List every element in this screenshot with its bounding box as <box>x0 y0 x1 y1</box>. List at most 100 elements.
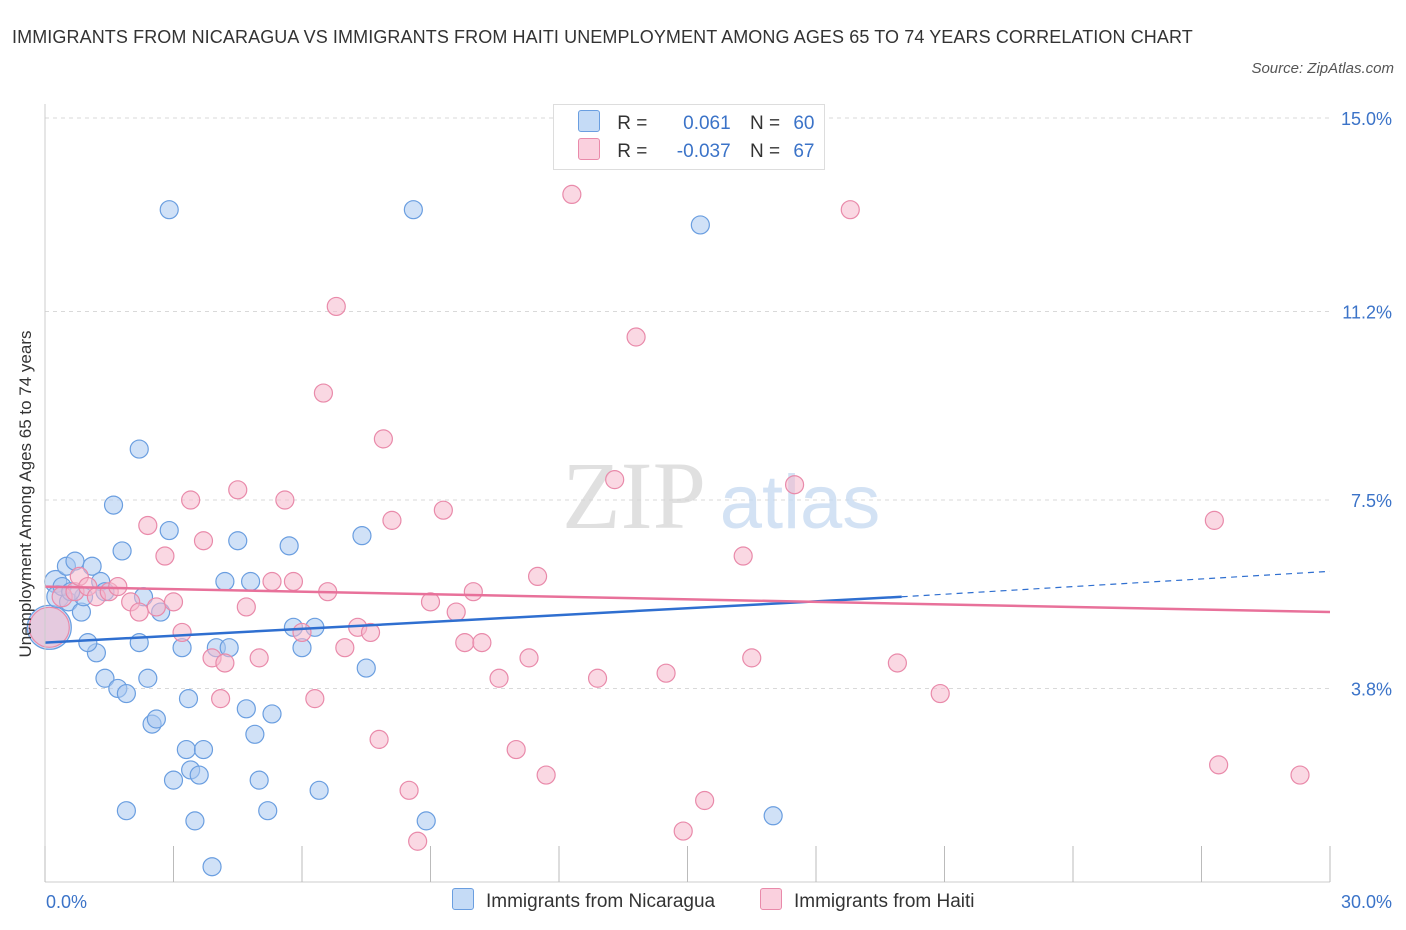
haiti-point <box>28 606 70 648</box>
haiti-point <box>193 531 214 551</box>
legend-n-value: 67 <box>793 141 815 162</box>
legend-r-label: R = <box>617 113 648 134</box>
haiti-point <box>155 546 175 566</box>
y-axis-label: Unemployment Among Ages 65 to 74 years <box>16 330 35 658</box>
y-tick-label: 15.0% <box>1341 109 1392 129</box>
nicaragua-point <box>416 811 436 831</box>
nicaragua-point <box>262 704 282 724</box>
haiti-point <box>236 597 256 617</box>
y-tick-label: 7.5% <box>1351 491 1392 511</box>
haiti-point <box>562 184 582 204</box>
nicaragua-point <box>116 683 136 704</box>
nicaragua-point <box>236 699 256 719</box>
haiti-point <box>605 470 625 490</box>
haiti-point <box>1290 765 1310 785</box>
haiti-point <box>108 576 128 597</box>
nicaragua-point <box>103 495 124 515</box>
nicaragua-point <box>352 526 372 546</box>
legend-swatch-nicaragua <box>578 110 600 132</box>
haiti-point <box>313 383 334 403</box>
nicaragua-point <box>245 724 265 744</box>
haiti-point <box>1204 510 1224 530</box>
haiti-point <box>369 729 389 749</box>
haiti-point <box>587 668 608 688</box>
nicaragua-point <box>193 739 214 760</box>
haiti-point <box>215 653 235 673</box>
haiti-point <box>399 780 419 800</box>
nicaragua-point <box>176 739 196 760</box>
nicaragua-point <box>763 806 783 826</box>
haiti-point <box>930 683 950 704</box>
legend-row-nicaragua: R = 0.061 N = 60 <box>578 110 814 138</box>
x-tick-label-min: 0.0% <box>46 892 87 912</box>
haiti-point <box>382 510 402 530</box>
haiti-point <box>292 622 312 643</box>
watermark: ZIP atlas <box>562 442 880 549</box>
haiti-point <box>305 689 325 709</box>
x-tick-label-max: 30.0% <box>1341 892 1392 912</box>
haiti-point <box>742 648 762 668</box>
y-tick-labels: 3.8% 7.5% 11.2% 15.0% <box>1341 109 1392 699</box>
nicaragua-point <box>129 439 149 459</box>
haiti-point <box>840 200 860 220</box>
haiti-point <box>283 571 304 592</box>
chart-title: IMMIGRANTS FROM NICARAGUA VS IMMIGRANTS … <box>12 27 1193 47</box>
legend-n-label: N = <box>749 141 781 162</box>
haiti-point <box>163 592 184 612</box>
haiti-point <box>433 500 453 520</box>
haiti-point <box>536 765 556 785</box>
y-tick-label: 3.8% <box>1351 679 1392 699</box>
axes <box>44 104 1331 883</box>
nicaragua-point <box>112 541 132 561</box>
haiti-point <box>211 689 231 709</box>
nicaragua-point <box>403 200 423 220</box>
haiti-trend-line <box>44 585 1331 614</box>
watermark-zip: ZIP <box>562 442 706 549</box>
nicaragua-point <box>159 520 179 541</box>
nicaragua-point <box>241 571 261 592</box>
nicaragua-point <box>95 668 115 688</box>
bottom-legend-swatch-nicaragua <box>452 888 474 910</box>
legend-n-label: N = <box>749 113 781 134</box>
haiti-point <box>887 653 907 673</box>
legend-row-haiti: R = -0.037 N = 67 <box>578 138 814 166</box>
haiti-point <box>129 602 149 622</box>
haiti-point <box>408 831 428 851</box>
legend-r-label: R = <box>617 141 648 162</box>
haiti-point <box>146 597 166 617</box>
x-tick-labels: 0.0% 30.0% <box>46 892 1392 912</box>
nicaragua-point <box>249 770 269 790</box>
bottom-legend-nicaragua: Immigrants from Nicaragua <box>452 888 715 916</box>
haiti-point <box>360 622 381 643</box>
nicaragua-point <box>258 801 278 821</box>
haiti-point <box>506 739 526 760</box>
haiti-point <box>249 648 269 668</box>
nicaragua-trend-line <box>44 595 902 644</box>
haiti-point <box>695 790 715 811</box>
nicaragua-point <box>202 857 222 877</box>
nicaragua-point <box>185 811 205 831</box>
nicaragua-point <box>178 689 199 709</box>
y-tick-label: 11.2% <box>1342 303 1392 323</box>
nicaragua-point <box>215 571 235 592</box>
nicaragua-point <box>146 709 166 729</box>
haiti-point <box>181 490 201 510</box>
nicaragua-point <box>690 215 710 235</box>
trend-lines <box>44 570 1331 644</box>
nicaragua-point <box>116 801 136 821</box>
nicaragua-point <box>138 668 158 688</box>
bottom-legend-label-nicaragua: Immigrants from Nicaragua <box>486 891 716 912</box>
haiti-point <box>519 648 539 668</box>
nicaragua-trend-extension <box>901 570 1331 598</box>
haiti-point <box>335 638 355 658</box>
haiti-point <box>420 592 441 612</box>
haiti-point <box>1209 755 1229 775</box>
haiti-point <box>527 566 548 587</box>
haiti-point <box>455 633 475 653</box>
watermark-atlas: atlas <box>720 460 881 545</box>
nicaragua-point <box>228 531 248 551</box>
legend-n-value: 60 <box>793 113 815 134</box>
haiti-point <box>463 582 483 602</box>
nicaragua-point <box>279 536 299 556</box>
haiti-point <box>138 515 158 536</box>
